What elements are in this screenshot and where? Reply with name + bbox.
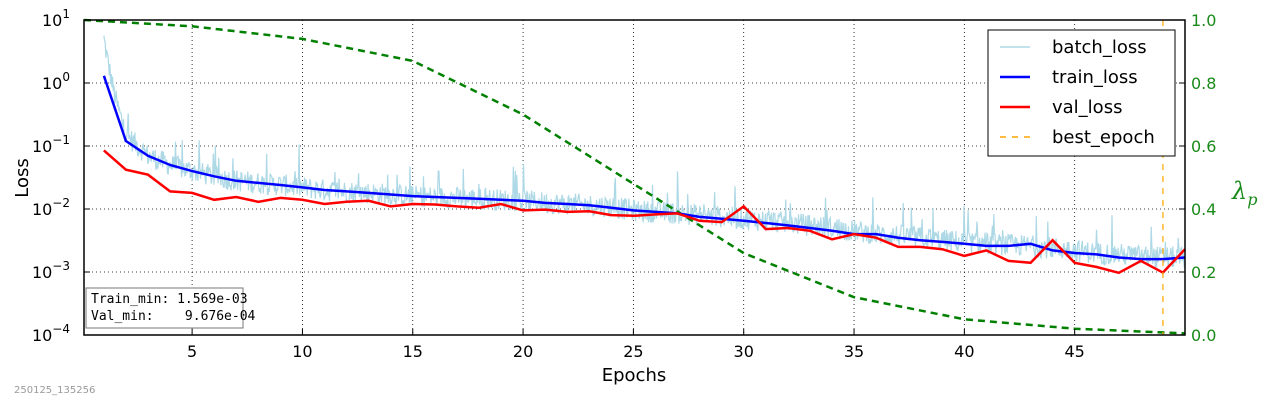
y-right-tick-label: 0.0 — [1191, 326, 1216, 345]
y-axis-title: Loss — [12, 158, 33, 197]
train-loss-series — [102, 75, 1186, 261]
stats-box-frame — [85, 287, 244, 329]
train-loss-line — [102, 75, 1186, 261]
y-tick-label: 10−4 — [32, 322, 70, 345]
x-tick-label: 10 — [292, 342, 312, 361]
y-tick-label: 101 — [42, 7, 70, 30]
legend: batch_loss train_loss val_loss best_epoc… — [987, 29, 1176, 157]
y-tick-exponent: −2 — [52, 196, 70, 210]
y-axis-right-title: λp — [1231, 177, 1257, 209]
x-tick-label: 15 — [403, 342, 423, 361]
lambda-subscript: p — [1247, 190, 1257, 209]
y-right-tick-label: 0.8 — [1191, 74, 1216, 93]
lambda-symbol: λ — [1231, 177, 1247, 205]
x-tick-label: 45 — [1064, 342, 1084, 361]
y-right-tick-label: 0.2 — [1191, 263, 1216, 282]
y-right-tick-label: 1.0 — [1191, 11, 1216, 30]
plot-frame — [83, 19, 1186, 336]
legend-label-train-loss: train_loss — [1052, 67, 1138, 88]
legend-label-best-epoch: best_epoch — [1052, 127, 1155, 148]
lambda-p-series — [83, 18, 1186, 335]
y-right-tick-label: 0.6 — [1191, 137, 1216, 156]
y-tick-exponent: −4 — [52, 322, 70, 336]
legend-box — [987, 29, 1176, 157]
y-tick-base: 10 — [32, 137, 52, 156]
y-tick-exponent: −1 — [52, 133, 70, 147]
x-tick-label: 5 — [187, 342, 197, 361]
y-tick-label: 10−3 — [32, 259, 70, 282]
x-tick-label: 20 — [513, 342, 533, 361]
y-tick-base: 10 — [32, 200, 52, 219]
legend-label-val-loss: val_loss — [1052, 97, 1122, 118]
y-tick-exponent: 1 — [62, 7, 70, 21]
x-tick-label: 30 — [734, 342, 754, 361]
val-loss-series — [103, 149, 1186, 275]
y-tick-label: 100 — [42, 70, 70, 93]
y-axis-right-ticks: 1.0 0.8 0.6 0.4 0.2 0.0 — [1179, 11, 1216, 345]
batch-loss-series — [103, 35, 1186, 268]
x-tick-label: 40 — [954, 342, 974, 361]
batch-loss-line — [103, 35, 1186, 268]
y-tick-exponent: 0 — [62, 70, 70, 84]
y-tick-label: 10−1 — [32, 133, 70, 156]
lambda-p-line — [83, 18, 1186, 335]
y-tick-label: 10−2 — [32, 196, 70, 219]
x-tick-label: 25 — [623, 342, 643, 361]
x-axis-ticks: 5 10 15 20 25 30 35 40 45 — [187, 329, 1085, 361]
footer-timestamp: 250125_135256 — [14, 385, 95, 396]
val-loss-line — [103, 149, 1186, 275]
y-tick-base: 10 — [32, 263, 52, 282]
y-tick-base: 10 — [32, 326, 52, 345]
y-tick-exponent: −3 — [52, 259, 70, 273]
y-tick-base: 10 — [42, 11, 62, 30]
val-min-text: Val_min: 9.676e-04 — [91, 309, 256, 324]
stats-box: Train_min: 1.569e-03 Val_min: 9.676e-04 — [85, 287, 256, 329]
y-right-tick-label: 0.4 — [1191, 200, 1216, 219]
train-min-text: Train_min: 1.569e-03 — [91, 292, 248, 307]
x-axis-title: Epochs — [602, 365, 667, 386]
x-tick-label: 35 — [844, 342, 864, 361]
y-tick-base: 10 — [42, 74, 62, 93]
legend-label-batch-loss: batch_loss — [1052, 37, 1147, 58]
